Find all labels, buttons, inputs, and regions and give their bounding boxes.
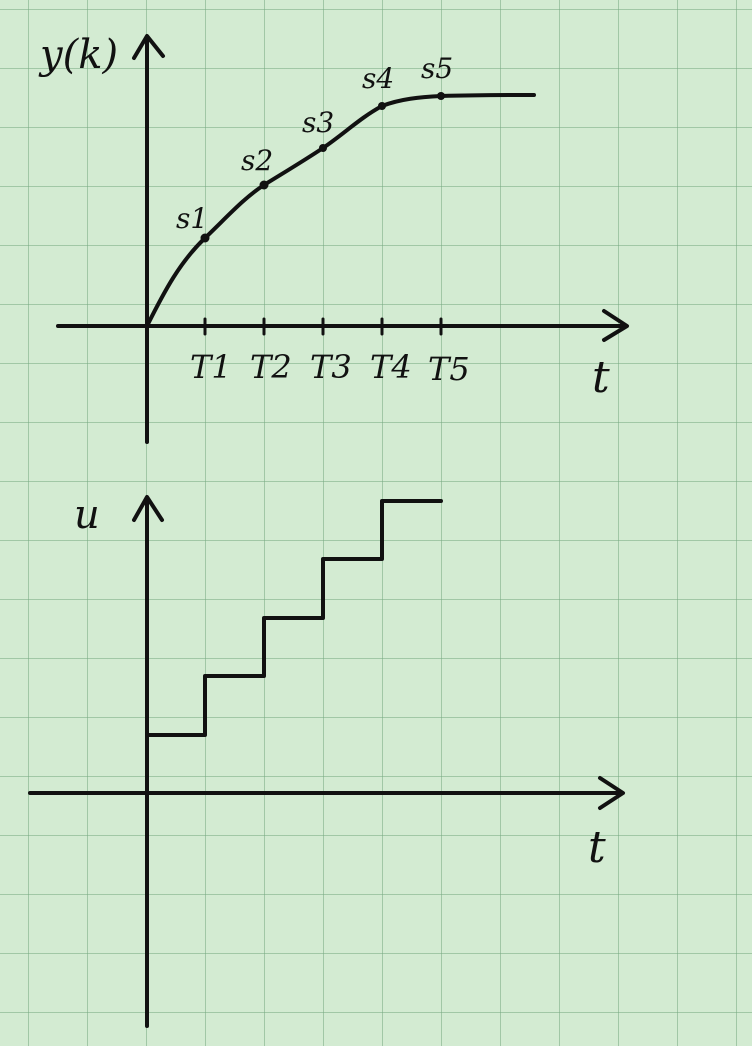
sample-point-s4 — [378, 102, 386, 110]
tick-label-T1: T1 — [190, 348, 232, 386]
top-y-axis-arrowhead — [132, 34, 165, 60]
bottom-x-axis-arrowhead — [598, 776, 625, 810]
staircase-input-signal — [145, 499, 443, 737]
point-label-s1: s1 — [176, 202, 208, 235]
bottom-y-axis-arrowhead — [132, 495, 164, 522]
point-label-s5: s5 — [421, 52, 453, 85]
bottom-x-axis-label: t — [588, 822, 606, 873]
tick-label-T3: T3 — [310, 348, 352, 386]
sample-point-s1 — [200, 233, 210, 243]
bottom-y-axis-label: u — [74, 492, 100, 538]
top-plot: y(k) t s1 s2 s3 s4 s5 T1 T2 T3 T4 T5 — [38, 32, 629, 444]
tick-label-T5: T5 — [428, 350, 470, 388]
top-x-axis-label: t — [592, 352, 610, 403]
sample-point-s5 — [437, 92, 445, 100]
sample-point-s2 — [259, 180, 269, 190]
top-y-axis-label: y(k) — [38, 32, 118, 78]
top-x-axis-arrowhead — [602, 309, 629, 342]
bottom-plot: u t — [28, 492, 625, 1028]
sample-point-s3 — [319, 144, 327, 152]
tick-label-T4: T4 — [370, 348, 412, 386]
point-label-s3: s3 — [302, 106, 334, 139]
point-label-s2: s2 — [241, 144, 273, 177]
point-label-s4: s4 — [362, 62, 394, 95]
tick-label-T2: T2 — [250, 348, 292, 386]
